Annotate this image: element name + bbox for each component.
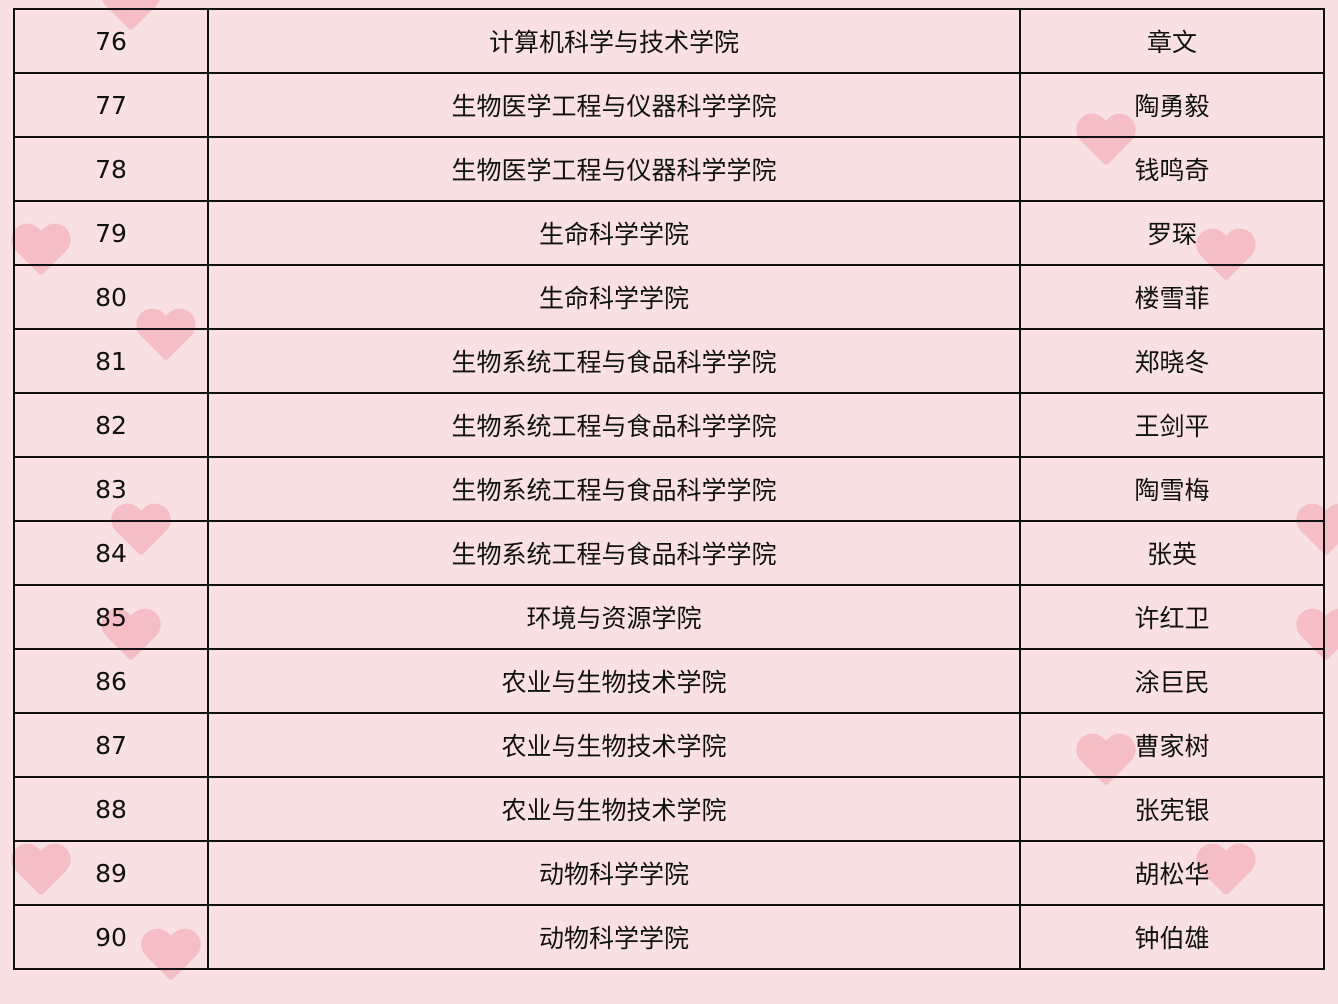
table-row: 78 生物医学工程与仪器科学学院 钱鸣奇 [13,136,1325,202]
name-cell: 章文 [1019,8,1325,74]
college-cell: 生物系统工程与食品科学学院 [207,328,1021,394]
row-number: 89 [13,840,209,906]
college-cell: 生命科学学院 [207,264,1021,330]
name-cell: 钱鸣奇 [1019,136,1325,202]
name-cell: 张宪银 [1019,776,1325,842]
row-number: 83 [13,456,209,522]
row-number: 85 [13,584,209,650]
table-row: 90 动物科学学院 钟伯雄 [13,904,1325,970]
staff-table: 76 计算机科学与技术学院 章文 77 生物医学工程与仪器科学学院 陶勇毅 78 生物医学工程… [13,8,1325,970]
name-cell: 许红卫 [1019,584,1325,650]
row-number: 87 [13,712,209,778]
name-cell: 陶雪梅 [1019,456,1325,522]
name-cell: 王剑平 [1019,392,1325,458]
table-row: 76 计算机科学与技术学院 章文 [13,8,1325,74]
row-number: 90 [13,904,209,970]
name-cell: 楼雪菲 [1019,264,1325,330]
row-number: 81 [13,328,209,394]
name-cell: 陶勇毅 [1019,72,1325,138]
college-cell: 动物科学学院 [207,840,1021,906]
name-cell: 涂巨民 [1019,648,1325,714]
college-cell: 农业与生物技术学院 [207,776,1021,842]
table-row: 81 生物系统工程与食品科学学院 郑晓冬 [13,328,1325,394]
college-cell: 生物系统工程与食品科学学院 [207,392,1021,458]
table-row: 86 农业与生物技术学院 涂巨民 [13,648,1325,714]
college-cell: 生物医学工程与仪器科学学院 [207,136,1021,202]
name-cell: 郑晓冬 [1019,328,1325,394]
row-number: 76 [13,8,209,74]
name-cell: 罗琛 [1019,200,1325,266]
table-row: 77 生物医学工程与仪器科学学院 陶勇毅 [13,72,1325,138]
table-row: 89 动物科学学院 胡松华 [13,840,1325,906]
row-number: 77 [13,72,209,138]
row-number: 88 [13,776,209,842]
college-cell: 生物系统工程与食品科学学院 [207,520,1021,586]
row-number: 82 [13,392,209,458]
table-row: 79 生命科学学院 罗琛 [13,200,1325,266]
table-row: 83 生物系统工程与食品科学学院 陶雪梅 [13,456,1325,522]
row-number: 84 [13,520,209,586]
table-row: 87 农业与生物技术学院 曹家树 [13,712,1325,778]
table-row: 88 农业与生物技术学院 张宪银 [13,776,1325,842]
row-number: 78 [13,136,209,202]
college-cell: 生命科学学院 [207,200,1021,266]
college-cell: 环境与资源学院 [207,584,1021,650]
college-cell: 动物科学学院 [207,904,1021,970]
name-cell: 钟伯雄 [1019,904,1325,970]
college-cell: 农业与生物技术学院 [207,712,1021,778]
row-number: 80 [13,264,209,330]
name-cell: 张英 [1019,520,1325,586]
name-cell: 曹家树 [1019,712,1325,778]
table-row: 84 生物系统工程与食品科学学院 张英 [13,520,1325,586]
row-number: 86 [13,648,209,714]
name-cell: 胡松华 [1019,840,1325,906]
college-cell: 农业与生物技术学院 [207,648,1021,714]
table-row: 82 生物系统工程与食品科学学院 王剑平 [13,392,1325,458]
college-cell: 生物系统工程与食品科学学院 [207,456,1021,522]
college-cell: 生物医学工程与仪器科学学院 [207,72,1021,138]
table-row: 80 生命科学学院 楼雪菲 [13,264,1325,330]
row-number: 79 [13,200,209,266]
table-row: 85 环境与资源学院 许红卫 [13,584,1325,650]
college-cell: 计算机科学与技术学院 [207,8,1021,74]
